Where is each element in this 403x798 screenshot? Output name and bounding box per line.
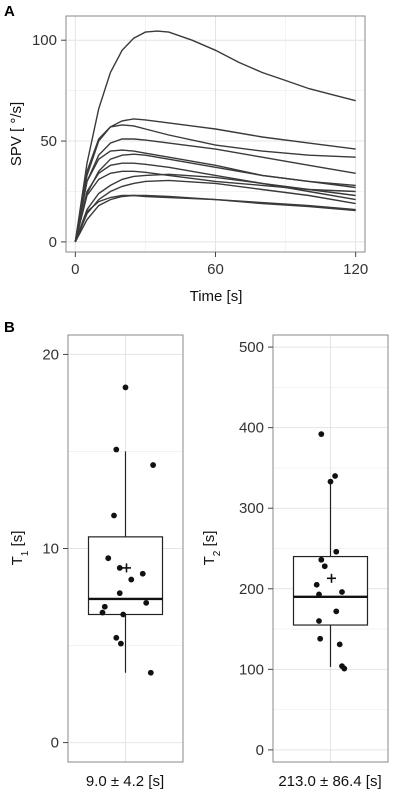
- t2-data-point: [339, 589, 345, 595]
- t2-data-point: [341, 665, 348, 672]
- t2-data-point: [318, 431, 325, 437]
- y-tick-label: 200: [239, 581, 264, 598]
- t1-data-point: [147, 669, 154, 676]
- y-tick-label: 0: [256, 742, 264, 759]
- panel-a-curves: [74, 30, 356, 243]
- y-tick-label: 500: [239, 339, 264, 356]
- t1-data-point: [113, 446, 120, 453]
- t1-data-point: [101, 603, 108, 610]
- t2-y-ticks: 0 100 200 300 400 500: [239, 339, 273, 759]
- y-tick-label: 0: [49, 234, 57, 251]
- t2-y-axis-title: T2 [s]: [201, 531, 223, 566]
- series-line-4: [74, 138, 356, 243]
- series-line-12: [74, 194, 356, 243]
- t1-y-ticks: 0 10 20: [42, 346, 68, 752]
- series-line-9: [74, 173, 356, 243]
- y-tick-label: 50: [40, 133, 57, 150]
- t2-data-point: [316, 591, 322, 598]
- t2-data-point: [333, 608, 340, 615]
- t1-data-point: [150, 462, 157, 468]
- y-tick-label: 100: [32, 32, 57, 49]
- t1-data-point: [99, 609, 106, 616]
- series-line-6: [74, 153, 356, 243]
- y-tick-label: 0: [51, 735, 59, 752]
- series-line-3: [74, 124, 356, 243]
- t2-data-point: [327, 478, 334, 485]
- t1-data-point: [118, 640, 124, 647]
- y-tick-label: 300: [239, 500, 264, 517]
- y-tick-label: 10: [42, 541, 59, 558]
- t1-boxplot: [87, 384, 164, 676]
- t1-data-point: [105, 555, 112, 562]
- t1-data-point: [120, 611, 127, 618]
- panel-a-y-axis-title: SPV [ °/s]: [8, 102, 25, 166]
- panel-a-y-ticks: 0 50 100: [32, 32, 66, 251]
- t1-summary: 9.0 ± 4.2 [s]: [86, 773, 164, 790]
- y-tick-label: 100: [239, 661, 264, 678]
- series-line-8: [74, 170, 356, 243]
- y-tick-label: 20: [42, 346, 59, 363]
- t1-data-point: [122, 384, 129, 391]
- panel-a-grid: [66, 16, 365, 252]
- t2-data-point: [317, 635, 324, 642]
- series-line-1: [74, 30, 356, 243]
- series-line-2: [74, 118, 356, 243]
- panel-b-t2-chart: 0 100 200 300 400 500 T2 [s] 213.0 ± 86.4 [s]: [201, 334, 389, 790]
- t2-data-point: [318, 556, 325, 563]
- t2-frame: [272, 334, 389, 763]
- t1-data-point: [111, 512, 117, 519]
- x-tick-label: 60: [207, 261, 224, 278]
- panel-a-x-ticks: 0 60 120: [71, 252, 368, 278]
- t1-box: [87, 536, 164, 616]
- x-tick-label: 0: [71, 261, 79, 278]
- t2-box: [292, 555, 369, 626]
- t2-boxplot: [292, 431, 369, 672]
- t2-data-point: [316, 618, 322, 624]
- panel-a-label: A: [4, 3, 15, 20]
- series-line-10: [74, 179, 356, 243]
- t1-data-point: [116, 590, 123, 597]
- t1-data-point: [139, 570, 146, 577]
- t2-data-point: [333, 548, 340, 555]
- t2-data-point: [313, 581, 320, 588]
- x-tick-label: 120: [343, 261, 368, 278]
- t2-data-point: [321, 563, 328, 570]
- panel-b-label: B: [4, 319, 15, 336]
- t1-data-point: [143, 599, 150, 606]
- t1-y-axis-title: T1 [s]: [9, 531, 31, 566]
- t2-data-point: [336, 641, 343, 648]
- y-tick-label: 400: [239, 420, 264, 437]
- panel-b-t1-chart: 0 10 20 T1 [s] 9.0 ± 4.2 [s]: [9, 334, 184, 790]
- t2-summary: 213.0 ± 86.4 [s]: [278, 773, 381, 790]
- t1-data-point: [128, 576, 135, 583]
- panel-a-chart: 0 50 100 0 60 120 SPV [ °/s] Time [s]: [8, 15, 368, 305]
- t2-data-point: [332, 473, 338, 479]
- t1-data-point: [116, 565, 123, 571]
- t1-data-point: [113, 634, 120, 641]
- panel-a-x-axis-title: Time [s]: [190, 288, 243, 305]
